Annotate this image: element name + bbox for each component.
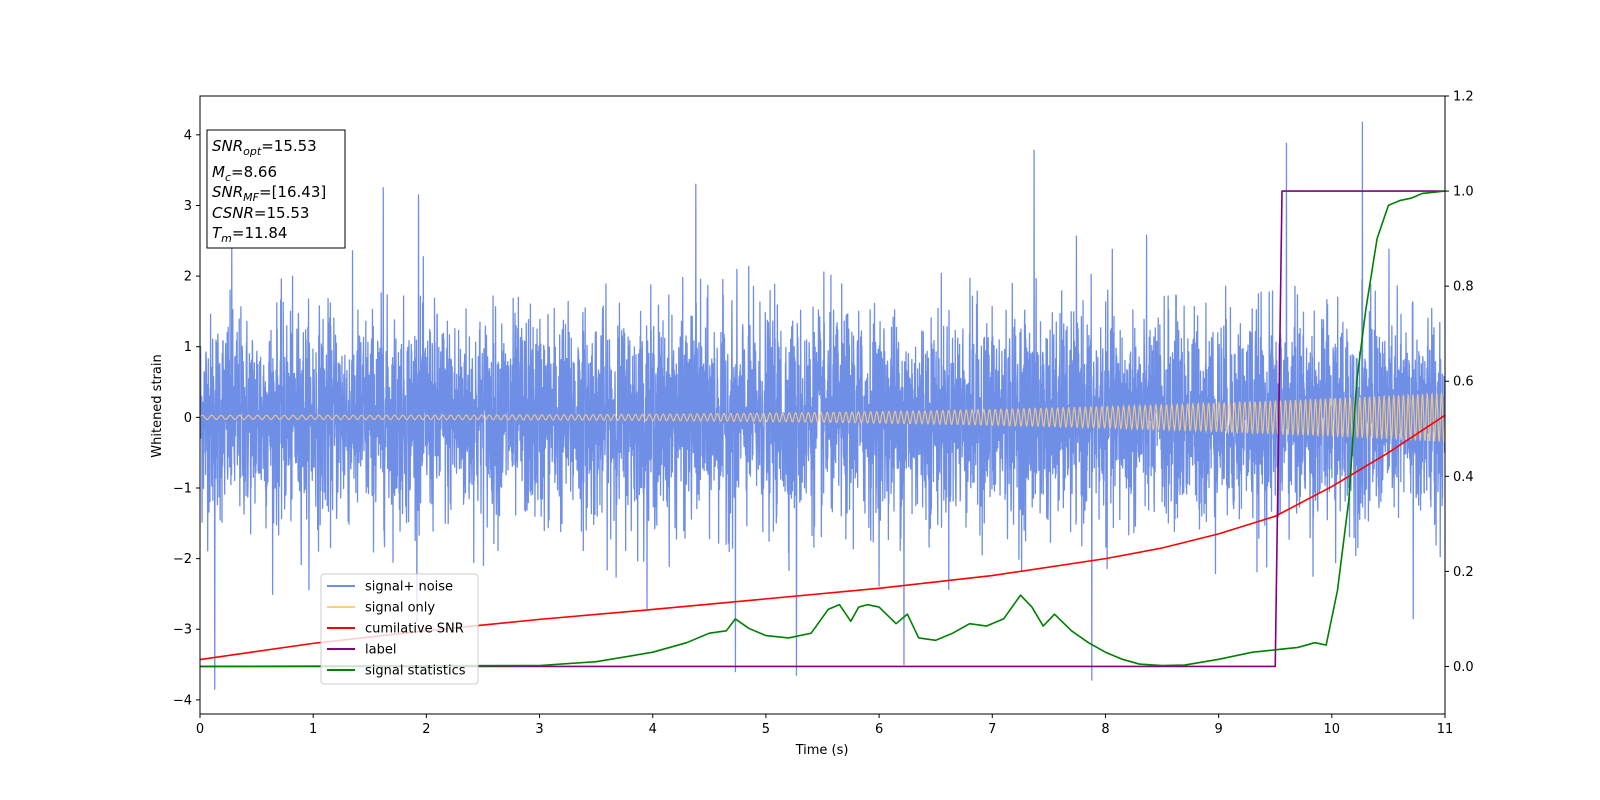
annotation-line: SNRopt=15.53 bbox=[212, 137, 317, 158]
legend-entry-label: cumilative SNR bbox=[365, 622, 464, 637]
legend-entry-label: label bbox=[365, 643, 396, 658]
y-tick-label: −3 bbox=[173, 623, 192, 638]
y-axis-label: Whitened strain bbox=[150, 354, 165, 457]
y2-tick-label: 0.0 bbox=[1453, 660, 1474, 675]
y2-tick-label: 0.8 bbox=[1453, 280, 1474, 295]
series-line-signal-statistics bbox=[200, 190, 1445, 668]
y2-tick-label: 0.4 bbox=[1453, 470, 1474, 485]
x-tick-label: 2 bbox=[422, 722, 430, 737]
legend-entry-label: signal only bbox=[365, 601, 435, 616]
annotation-line: Tm=11.84 bbox=[212, 224, 287, 245]
y2-tick-label: 1.2 bbox=[1453, 90, 1474, 105]
x-tick-label: 4 bbox=[649, 722, 657, 737]
annotation-line: Mc=8.66 bbox=[212, 163, 277, 184]
y-tick-label: −2 bbox=[173, 552, 192, 567]
y-tick-label: 1 bbox=[184, 340, 192, 355]
x-tick-label: 1 bbox=[309, 722, 317, 737]
plot-frame bbox=[199, 95, 1446, 715]
x-tick-label: 9 bbox=[1214, 722, 1222, 737]
y-tick-label: 0 bbox=[184, 411, 192, 426]
x-tick-label: 8 bbox=[1101, 722, 1109, 737]
y2-tick-label: 0.2 bbox=[1453, 565, 1474, 580]
x-tick-label: 5 bbox=[762, 722, 770, 737]
x-tick-label: 0 bbox=[196, 722, 204, 737]
series-line-label bbox=[200, 190, 1445, 668]
y-tick-label: 3 bbox=[184, 199, 192, 214]
series-line-signal-only bbox=[200, 392, 1445, 443]
series-line-signal-noise bbox=[200, 121, 1445, 690]
x-tick-label: 3 bbox=[535, 722, 543, 737]
x-tick-label: 11 bbox=[1437, 722, 1454, 737]
x-tick-label: 6 bbox=[875, 722, 883, 737]
legend-entry-label: signal+ noise bbox=[365, 580, 453, 595]
y2-tick-label: 0.6 bbox=[1453, 375, 1474, 390]
y-tick-label: −4 bbox=[173, 693, 192, 708]
y-tick-label: −1 bbox=[173, 481, 192, 496]
annotation-line: SNRMF=[16.43] bbox=[212, 183, 326, 204]
axes: 0 1 2 3 4 5 6 7 8 9 10 11 −4 −3 −2 −1 0 1 2 3 4 0.0 0.2 0.4 0.6 0… bbox=[173, 90, 1474, 738]
x-tick-label: 10 bbox=[1324, 722, 1341, 737]
annotation-frame bbox=[206, 129, 346, 249]
annotation-line: CSNR=15.53 bbox=[212, 204, 309, 222]
y-tick-label: 2 bbox=[184, 270, 192, 285]
x-tick-label: 7 bbox=[988, 722, 996, 737]
legend: signal+ noise signal only cumilative SNR la… bbox=[320, 573, 479, 685]
y-tick-label: 4 bbox=[184, 128, 192, 143]
x-axis-label: Time (s) bbox=[795, 743, 849, 758]
annotation-box: SNRopt=15.53 Mc=8.66SNRMF=[16.43]CSNR=15.… bbox=[206, 129, 346, 249]
legend-entry-label: signal statistics bbox=[365, 664, 466, 679]
y2-tick-label: 1.0 bbox=[1453, 185, 1474, 200]
legend-frame bbox=[320, 573, 479, 685]
